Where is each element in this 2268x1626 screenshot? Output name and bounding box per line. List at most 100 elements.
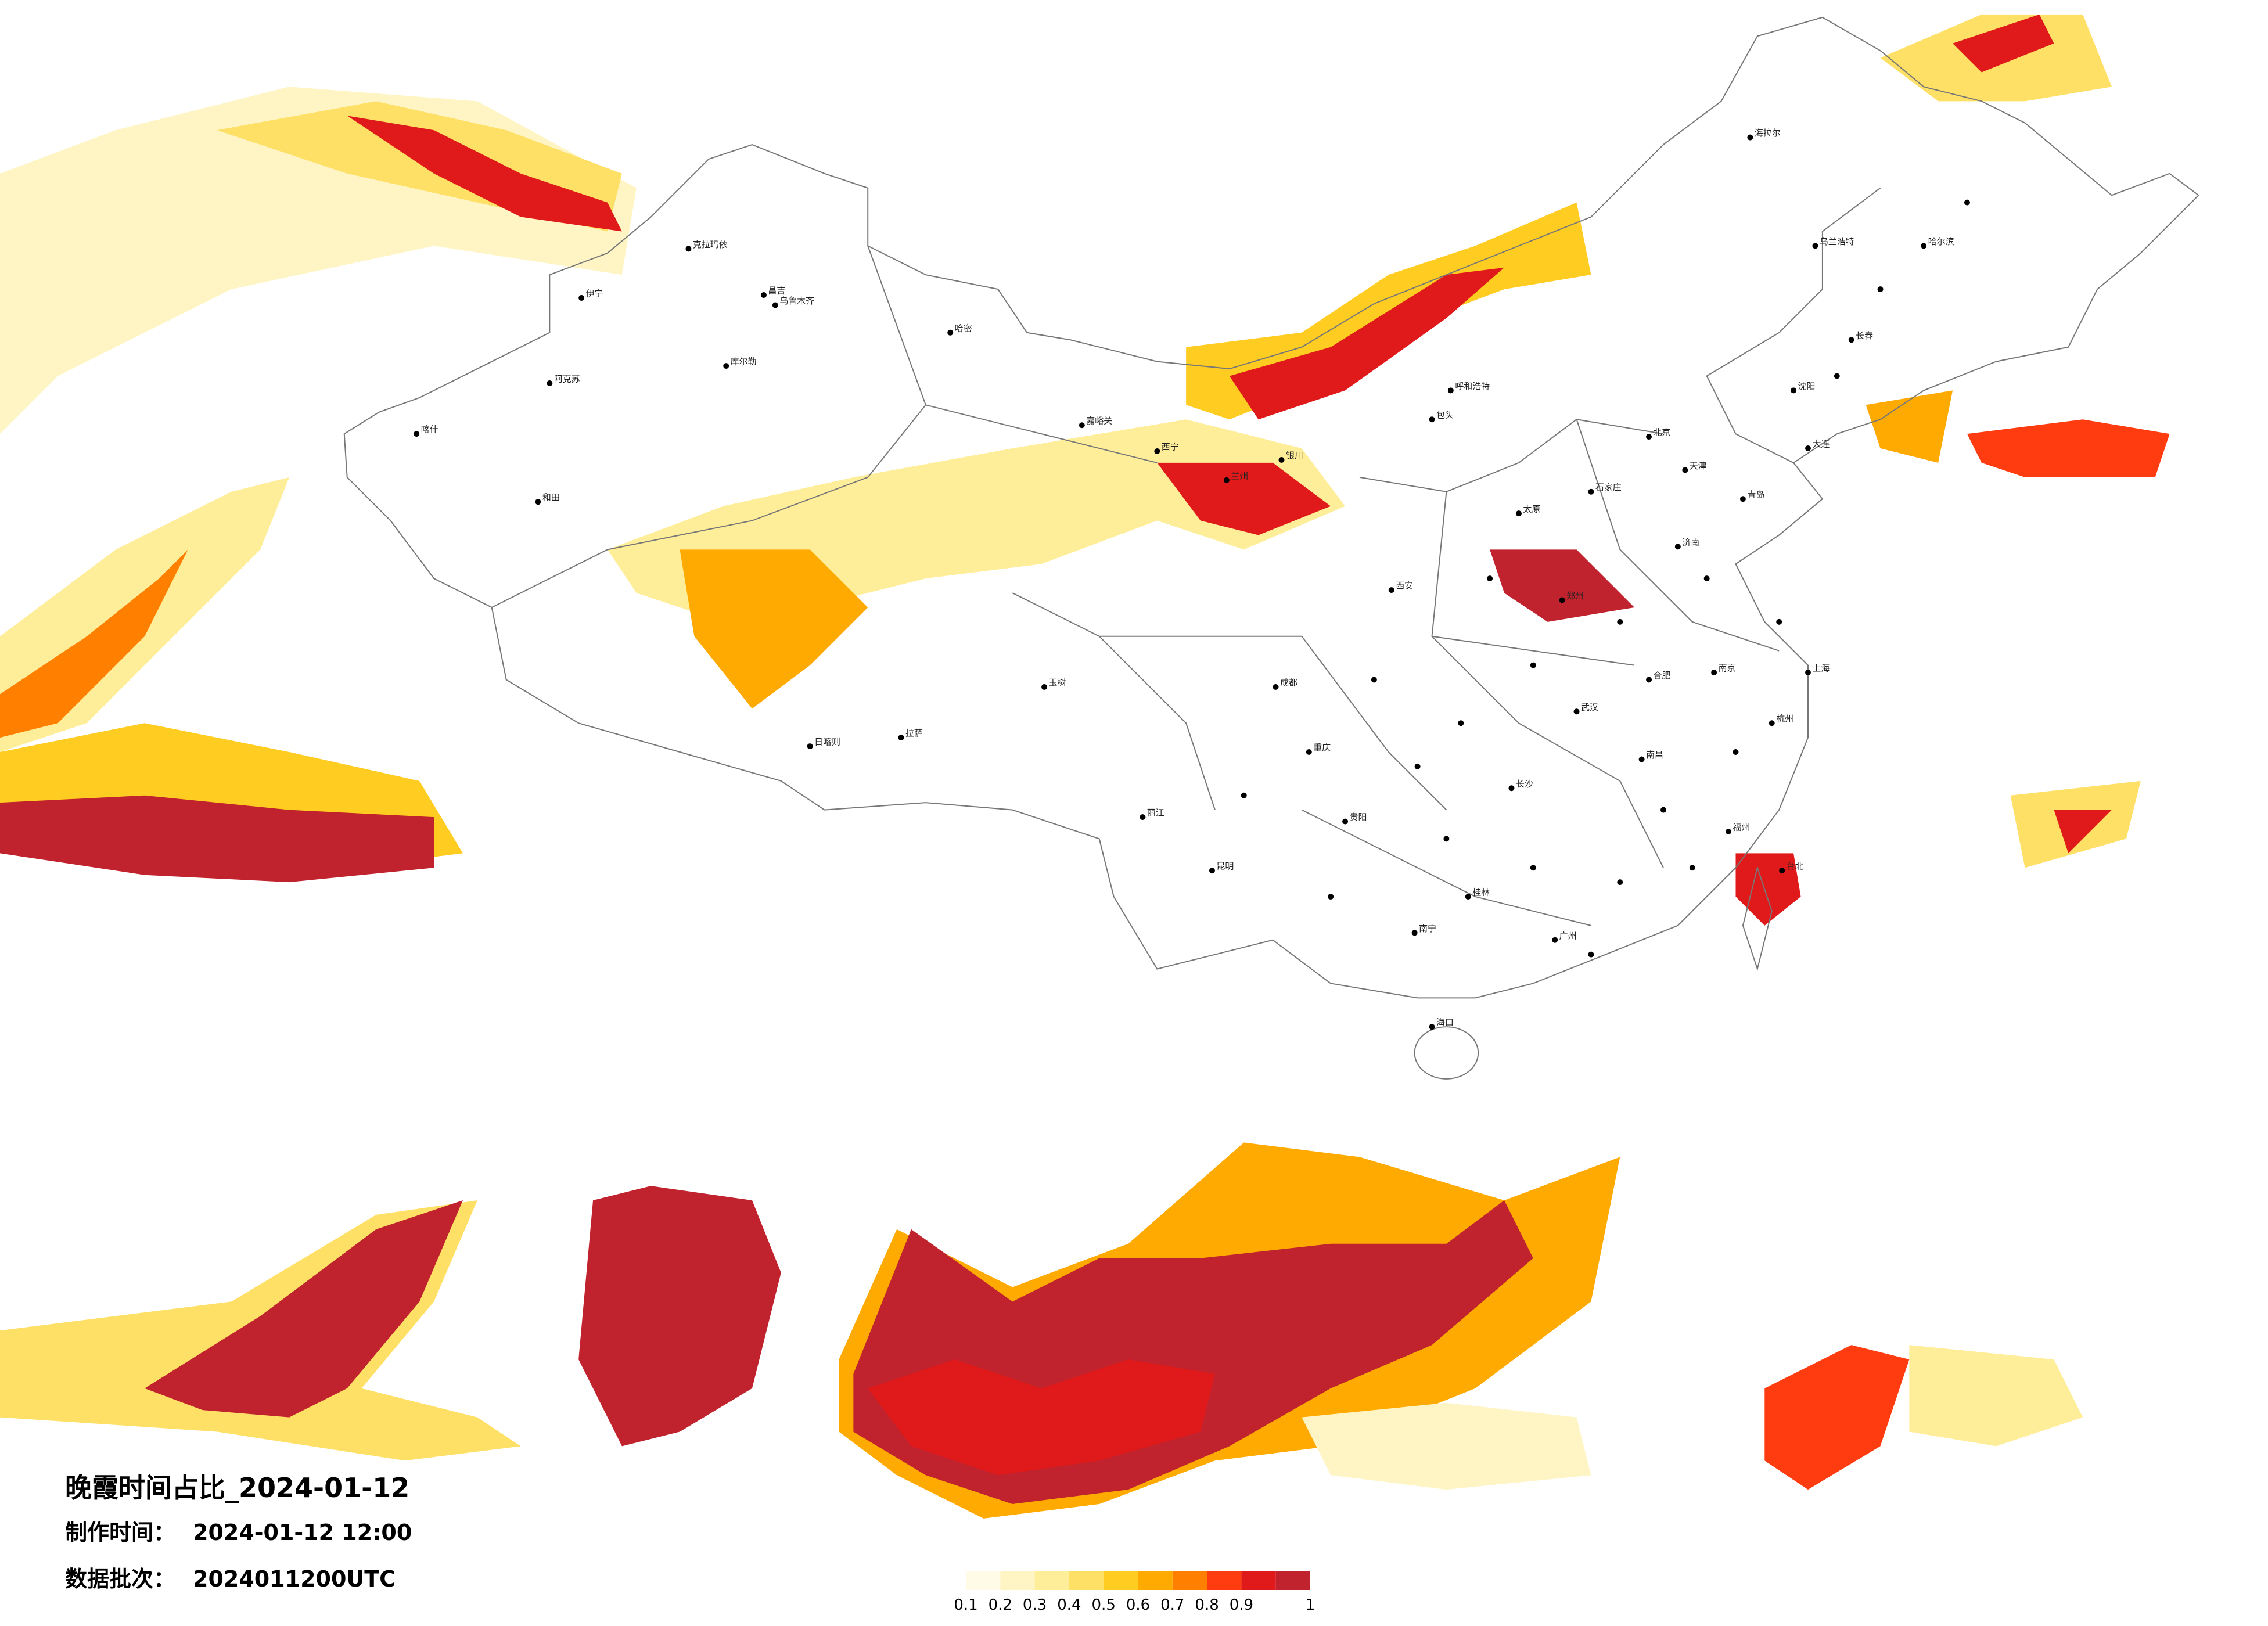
city-dot bbox=[1964, 199, 1970, 206]
city-label: 广州 bbox=[1559, 930, 1577, 941]
city-dot bbox=[1443, 836, 1450, 842]
city-label: 西宁 bbox=[1162, 442, 1179, 452]
city-label: 青岛 bbox=[1747, 490, 1764, 500]
heat-layer bbox=[0, 14, 2170, 1519]
city-dot bbox=[1638, 756, 1645, 762]
city-dots bbox=[414, 134, 1970, 1030]
city-dot bbox=[1877, 286, 1884, 293]
city-dot bbox=[898, 735, 904, 741]
city-dot bbox=[1573, 708, 1580, 715]
city-dot bbox=[685, 246, 692, 252]
city-dot bbox=[1209, 868, 1215, 874]
city-label: 哈尔滨 bbox=[1928, 236, 1954, 247]
city-label: 西安 bbox=[1396, 581, 1413, 591]
city-dot bbox=[1834, 373, 1840, 379]
city-dot bbox=[1617, 618, 1623, 625]
city-dot bbox=[1342, 818, 1349, 825]
legend-label: 0.7 bbox=[1160, 1596, 1184, 1614]
city-dot bbox=[723, 363, 729, 369]
city-dot bbox=[1328, 894, 1334, 900]
city-dot bbox=[1805, 670, 1811, 676]
city-dot bbox=[414, 431, 420, 437]
batch-label: 数据批次： bbox=[65, 1566, 175, 1592]
city-dot bbox=[1429, 416, 1435, 423]
city-label: 丽江 bbox=[1147, 808, 1164, 818]
city-dot bbox=[1140, 814, 1146, 821]
city-label: 石家庄 bbox=[1595, 482, 1622, 492]
title: 晚霞时间占比_2024-01-12 bbox=[65, 1472, 409, 1503]
city-dot bbox=[760, 292, 767, 298]
city-label: 阿克苏 bbox=[554, 373, 580, 384]
city-label: 太原 bbox=[1523, 504, 1540, 515]
city-dot bbox=[1660, 807, 1666, 813]
city-dot bbox=[772, 302, 778, 308]
city-label: 南宁 bbox=[1419, 923, 1436, 934]
legend-swatch bbox=[1241, 1571, 1276, 1590]
city-dot bbox=[1646, 677, 1652, 683]
city-label: 嘉峪关 bbox=[1086, 416, 1112, 426]
city-dot bbox=[1515, 510, 1522, 517]
city-label: 兰州 bbox=[1231, 470, 1248, 481]
city-dot bbox=[1552, 937, 1558, 943]
city-dot bbox=[1306, 749, 1312, 755]
city-dot bbox=[1429, 1024, 1435, 1030]
city-label: 昆明 bbox=[1216, 861, 1234, 872]
legend-swatch bbox=[1000, 1571, 1035, 1590]
city-dot bbox=[1812, 243, 1818, 249]
legend-label: 0.1 bbox=[954, 1596, 977, 1614]
city-dot bbox=[1508, 785, 1515, 792]
city-dot bbox=[1791, 387, 1797, 394]
city-dot bbox=[1739, 496, 1746, 502]
legend-label: 0.8 bbox=[1195, 1596, 1219, 1614]
city-dot bbox=[1747, 134, 1753, 141]
city-dot bbox=[1041, 684, 1048, 690]
city-label: 沈阳 bbox=[1798, 381, 1816, 391]
city-dot bbox=[947, 329, 954, 336]
city-label: 台北 bbox=[1787, 861, 1804, 872]
city-label: 银川 bbox=[1286, 450, 1303, 461]
city-dot bbox=[1689, 865, 1695, 871]
city-dot bbox=[1711, 670, 1717, 676]
city-label: 海口 bbox=[1436, 1017, 1454, 1028]
city-dot bbox=[1223, 477, 1230, 483]
city-label: 乌鲁木齐 bbox=[779, 296, 814, 306]
city-label: 大连 bbox=[1812, 439, 1830, 449]
city-dot bbox=[535, 499, 541, 505]
made-time: 2024-01-12 12:00 bbox=[193, 1520, 412, 1545]
city-dot bbox=[578, 295, 585, 301]
legend-swatch bbox=[1275, 1571, 1310, 1590]
city-dot bbox=[1465, 894, 1471, 900]
legend-swatch bbox=[1069, 1571, 1104, 1590]
city-label: 郑州 bbox=[1566, 591, 1584, 601]
city-label: 成都 bbox=[1280, 677, 1297, 688]
city-dot bbox=[547, 380, 553, 386]
city-label: 包头 bbox=[1436, 410, 1454, 420]
city-label: 重庆 bbox=[1313, 743, 1331, 753]
legend: 0.1 0.2 0.3 0.4 0.5 0.6 0.7 0.8 0.9 1 bbox=[954, 1571, 1315, 1614]
city-label: 南京 bbox=[1719, 663, 1736, 674]
city-label: 拉萨 bbox=[905, 728, 923, 739]
city-label: 北京 bbox=[1654, 427, 1671, 438]
city-dot bbox=[1682, 467, 1688, 473]
made-label: 制作时间： bbox=[65, 1520, 175, 1545]
city-dot bbox=[1559, 597, 1565, 603]
city-dot bbox=[1241, 792, 1247, 798]
city-label: 济南 bbox=[1682, 537, 1699, 548]
city-dot bbox=[1776, 618, 1782, 625]
city-label: 呼和浩特 bbox=[1455, 381, 1490, 391]
city-label: 昌吉 bbox=[768, 286, 785, 296]
legend-label: 0.3 bbox=[1023, 1596, 1047, 1614]
legend-label: 0.6 bbox=[1126, 1596, 1150, 1614]
legend-label: 0.9 bbox=[1230, 1596, 1253, 1614]
legend-swatch bbox=[1207, 1571, 1242, 1590]
city-dot bbox=[1588, 951, 1594, 958]
legend-label: 0.5 bbox=[1092, 1596, 1116, 1614]
legend-swatch bbox=[1034, 1571, 1069, 1590]
city-dot bbox=[1388, 587, 1394, 593]
city-dot bbox=[1530, 865, 1536, 871]
city-dot bbox=[1805, 445, 1811, 452]
city-dot bbox=[1487, 575, 1493, 582]
city-label: 桂林 bbox=[1472, 887, 1490, 898]
city-label: 喀什 bbox=[421, 425, 438, 435]
